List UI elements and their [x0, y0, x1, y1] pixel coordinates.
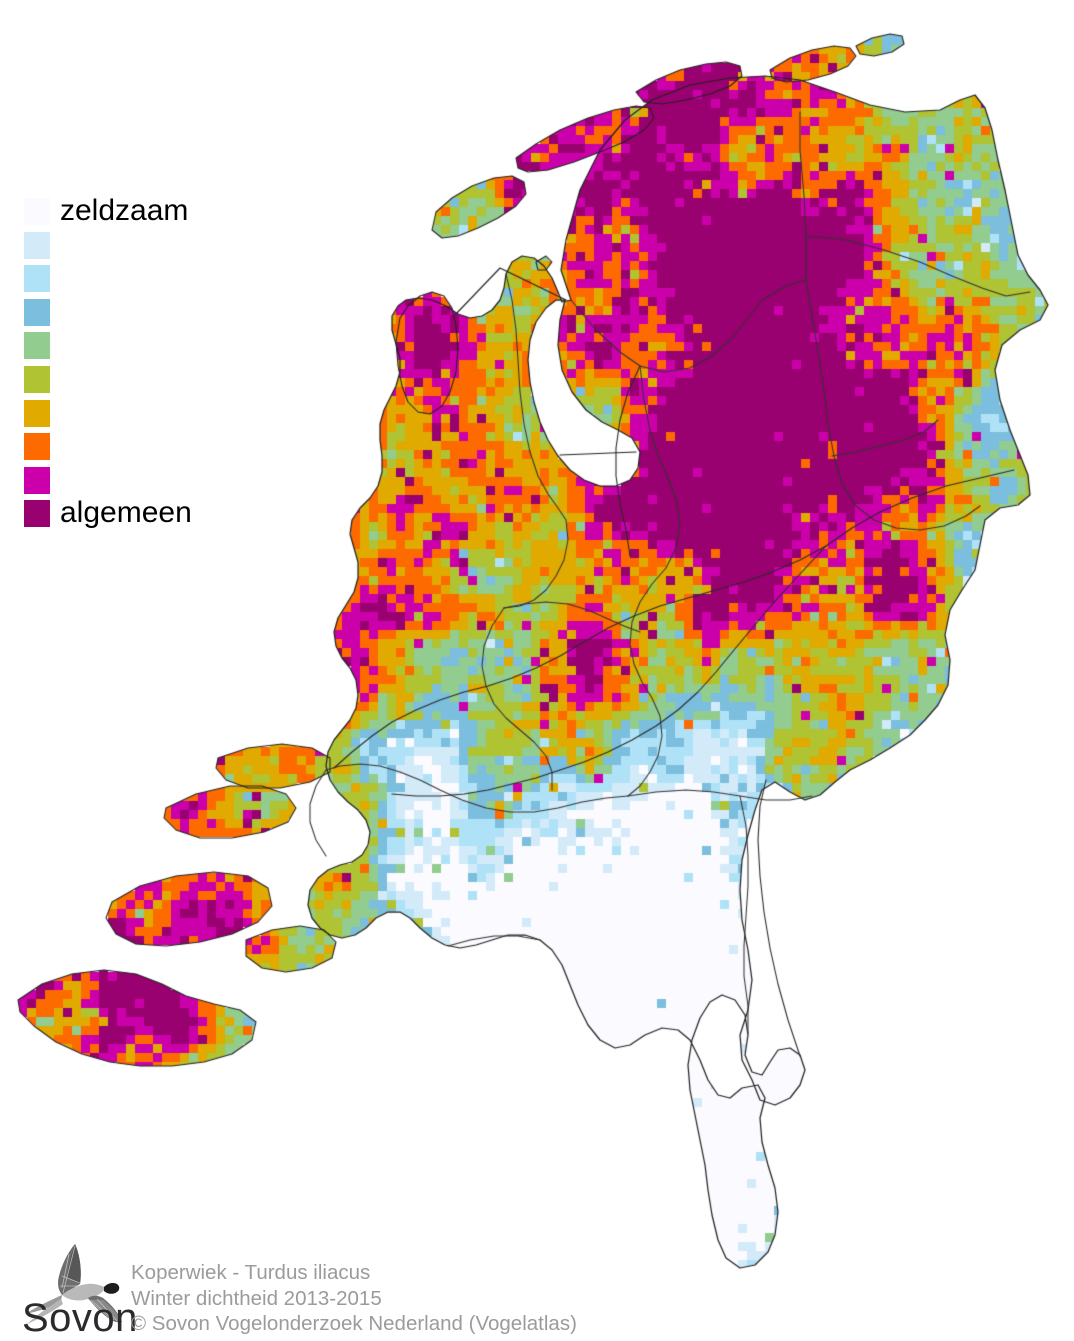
- legend-row: [24, 399, 254, 434]
- legend-swatch-7: [24, 399, 50, 427]
- legend-swatch-4: [24, 298, 50, 326]
- map-caption: Koperwiek - Turdus iliacus Winter dichth…: [131, 1260, 577, 1337]
- legend-swatch-5: [24, 332, 50, 360]
- caption-line-species: Koperwiek - Turdus iliacus: [131, 1261, 371, 1284]
- legend-swatch-9: [24, 466, 50, 494]
- legend-row: [24, 466, 254, 501]
- density-legend: zeldzaam algemeen: [24, 194, 254, 534]
- footer: Sovon Koperwiek - Turdus iliacus Winter …: [0, 1236, 1074, 1340]
- legend-row: [24, 332, 254, 366]
- legend-row: [24, 231, 254, 266]
- sovon-wordmark: Sovon: [22, 1296, 138, 1340]
- legend-swatch-10: [24, 500, 50, 528]
- legend-row: [24, 433, 254, 467]
- sovon-bird-logo: [25, 1244, 122, 1324]
- legend-label-low: zeldzaam: [60, 194, 189, 227]
- legend-swatch-8: [24, 433, 50, 461]
- legend-swatch-1: [24, 198, 50, 225]
- caption-line-source: © Sovon Vogelonderzoek Nederland (Vogela…: [131, 1312, 577, 1335]
- legend-label-high: algemeen: [60, 496, 192, 530]
- legend-row: [24, 298, 254, 333]
- legend-swatch-2: [24, 231, 50, 259]
- caption-line-period: Winter dichtheid 2013-2015: [131, 1286, 382, 1310]
- legend-swatch-6: [24, 365, 50, 393]
- legend-row: [24, 265, 254, 299]
- legend-row: algemeen: [24, 496, 254, 534]
- legend-swatch-3: [24, 265, 50, 293]
- legend-row: zeldzaam: [24, 194, 254, 232]
- legend-row: [24, 365, 254, 400]
